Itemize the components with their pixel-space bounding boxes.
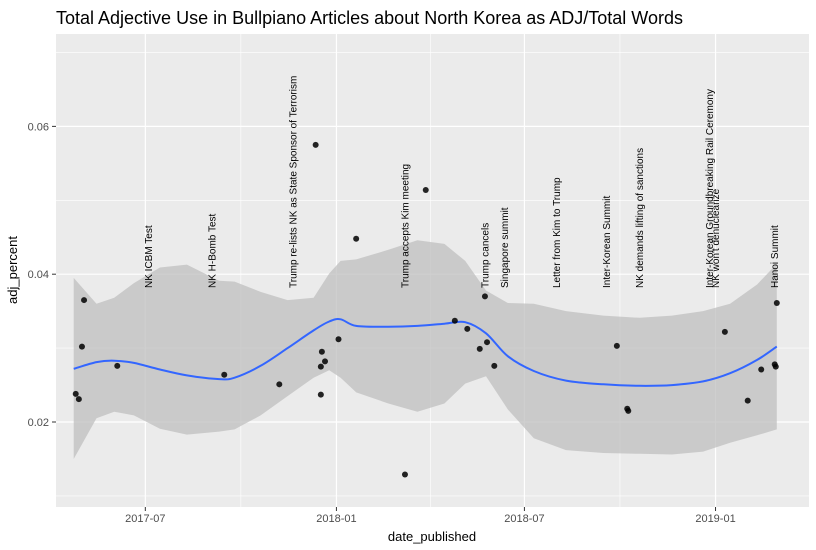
data-point (721, 328, 728, 335)
data-point (72, 390, 79, 397)
annotation-label: Hanoi Summit (770, 225, 781, 288)
data-point (322, 358, 329, 365)
data-point (78, 343, 85, 350)
data-point (773, 300, 780, 307)
annotation-label: Trump cancels (481, 223, 492, 288)
annotation-label: NK won't denuclearize (711, 188, 722, 288)
data-point (772, 363, 779, 370)
confidence-ribbon (73, 240, 777, 459)
annotation-label: Trump accepts Kim meeting (401, 164, 412, 288)
annotation-label: Inter-Korean Summit (602, 196, 613, 288)
data-point (318, 348, 325, 355)
data-point (276, 381, 283, 388)
x-tick-label: 2019-01 (695, 513, 735, 525)
data-point (353, 235, 360, 242)
axes: 0.02 0.04 0.06 2017-07 2018-01 2018-07 2019-01 (28, 121, 736, 525)
data-point (744, 397, 751, 404)
annotation-label: NK ICBM Test (144, 225, 155, 288)
data-point (401, 471, 408, 478)
y-tick-label: 0.06 (28, 121, 49, 133)
data-point (317, 391, 324, 398)
data-point (114, 362, 121, 369)
data-points (72, 141, 780, 478)
smooth-line (73, 318, 778, 387)
annotation-label: Trump re-lists NK as State Sponsor of Te… (288, 76, 299, 288)
loess-line (73, 318, 778, 387)
data-point (221, 371, 228, 378)
data-point (312, 141, 319, 148)
chart-title: Total Adjective Use in Bullpiano Article… (56, 8, 683, 28)
x-tick-label: 2017-07 (125, 513, 165, 525)
annotations: NK ICBM Test NK H-Bomb Test Trump re-lists… (144, 76, 781, 288)
data-point (491, 362, 498, 369)
data-point (758, 366, 765, 373)
data-point (317, 363, 324, 370)
data-point (75, 396, 82, 403)
confidence-band (73, 240, 777, 459)
annotation-label: NK demands lifting of sanctions (635, 148, 646, 288)
x-tick-label: 2018-07 (504, 513, 544, 525)
data-point (625, 407, 632, 414)
annotation-label: Letter from Kim to Trump (552, 177, 563, 288)
annotation-label: Inter-Korean Groundbreaking Rail Ceremon… (705, 89, 716, 288)
data-point (484, 339, 491, 346)
data-point (613, 342, 620, 349)
data-point (422, 186, 429, 193)
y-tick-label: 0.04 (28, 269, 49, 281)
data-point (451, 317, 458, 324)
x-tick-label: 2018-01 (316, 513, 356, 525)
annotation-label: Singapore summit (500, 207, 511, 288)
y-tick-label: 0.02 (28, 417, 49, 429)
x-axis-title: date_published (388, 529, 476, 544)
data-point (464, 325, 471, 332)
data-point (81, 297, 88, 304)
annotation-label: NK H-Bomb Test (207, 213, 218, 288)
y-axis-title: adj_percent (5, 236, 20, 304)
data-point (476, 345, 483, 352)
data-point (335, 336, 342, 343)
data-point (481, 293, 488, 300)
